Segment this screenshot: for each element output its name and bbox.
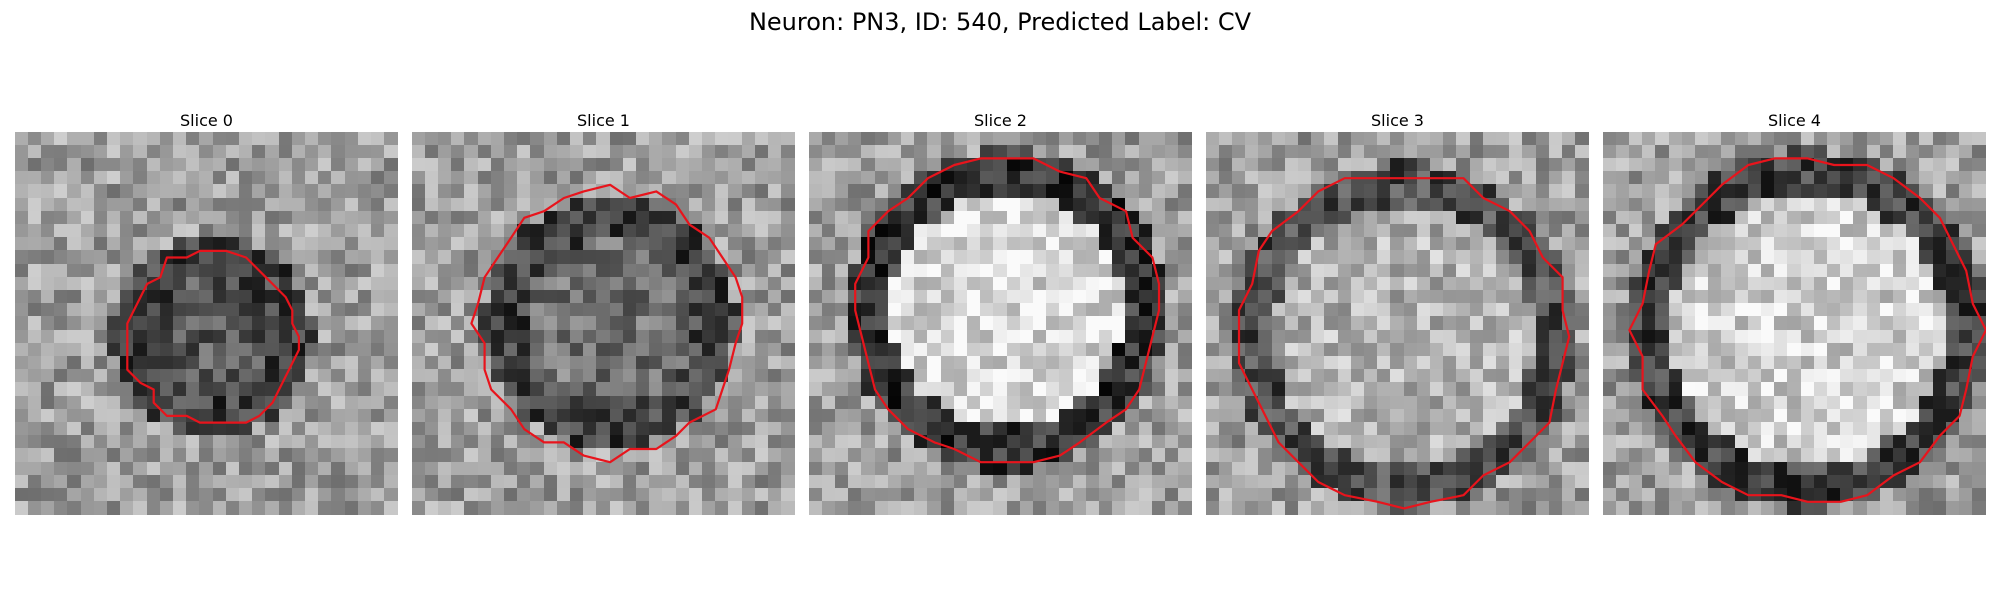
slice-image (15, 132, 398, 515)
slice-image (1206, 132, 1589, 515)
roi-contour (470, 183, 744, 464)
slice-title: Slice 0 (180, 111, 233, 130)
grayscale-image (412, 132, 795, 515)
roi-contour-line (470, 183, 744, 464)
slice-panel-0: Slice 0 (15, 110, 398, 515)
roi-contour-line (126, 249, 300, 424)
slice-title: Slice 1 (577, 111, 630, 130)
grayscale-image (1206, 132, 1589, 515)
grayscale-image (1603, 132, 1986, 515)
slice-image (412, 132, 795, 515)
slice-panel-3: Slice 3 (1206, 110, 1589, 515)
roi-contour-line (1628, 157, 1986, 503)
slice-image (1603, 132, 1986, 515)
slice-panel-4: Slice 4 (1603, 110, 1986, 515)
slice-panel-1: Slice 1 (412, 110, 795, 515)
grayscale-image (809, 132, 1192, 515)
roi-contour (126, 249, 300, 424)
roi-contour (1237, 177, 1571, 510)
roi-contour-line (1237, 177, 1571, 510)
slice-title: Slice 4 (1768, 111, 1821, 130)
roi-contour (854, 157, 1161, 464)
slice-panel-2: Slice 2 (809, 110, 1192, 515)
slice-title: Slice 3 (1371, 111, 1424, 130)
grayscale-image (15, 132, 398, 515)
slice-title: Slice 2 (974, 111, 1027, 130)
figure-title: Neuron: PN3, ID: 540, Predicted Label: C… (748, 8, 1252, 36)
roi-contour-line (854, 157, 1161, 464)
slice-image (809, 132, 1192, 515)
roi-contour (1628, 157, 1986, 503)
